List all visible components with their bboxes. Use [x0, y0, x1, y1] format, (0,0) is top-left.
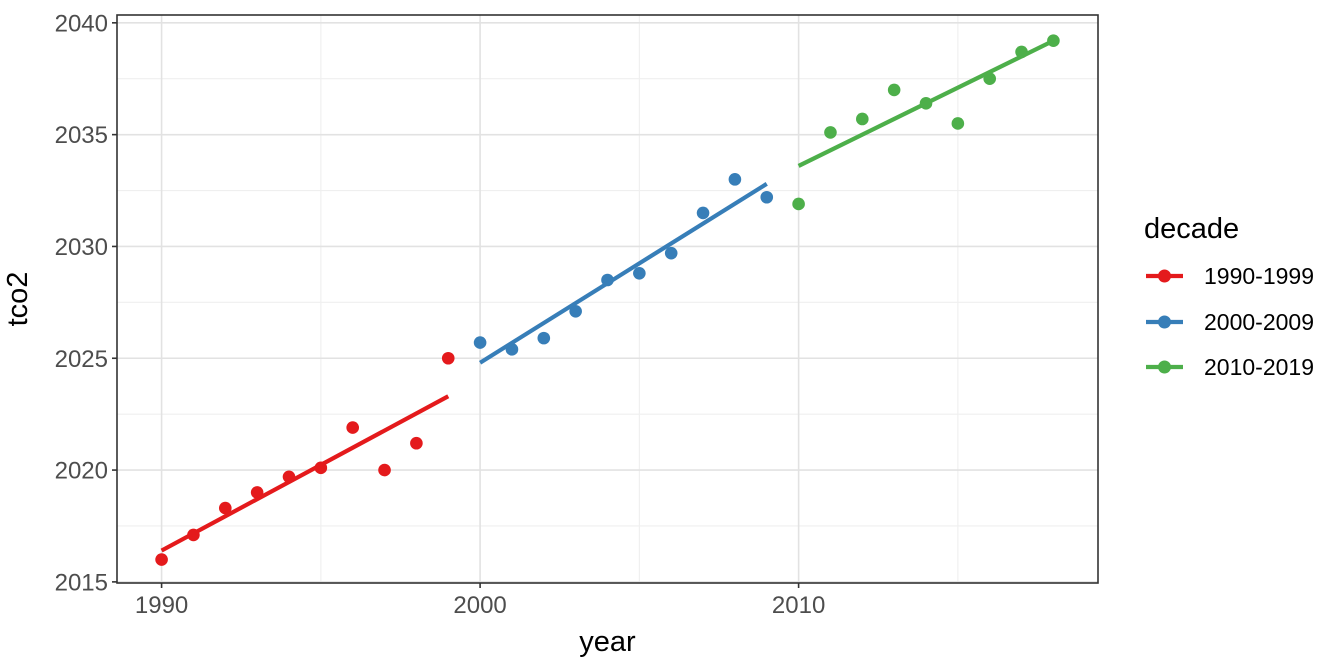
x-tick-label: 2010 [772, 592, 825, 619]
y-axis [112, 22, 117, 583]
series-points-2000-2009 [473, 173, 774, 356]
y-tick-label: 2015 [55, 569, 108, 596]
data-point [155, 553, 168, 566]
x-axis-title: year [579, 626, 636, 658]
data-point [410, 436, 423, 450]
legend-key-dot [1158, 269, 1171, 283]
data-point [728, 173, 742, 186]
data-point [664, 246, 678, 260]
data-point [569, 304, 582, 318]
x-tick-label: 2000 [453, 592, 506, 619]
data-point [537, 331, 551, 345]
data-point [473, 336, 487, 349]
legend-item-2010-2019 [1146, 360, 1183, 374]
legend-title: decade [1144, 213, 1239, 245]
data-point [346, 421, 359, 434]
legend-item-2000-2009 [1146, 315, 1183, 329]
legend-key-dot [1158, 315, 1171, 329]
trend-line-1990-1999 [160, 394, 450, 553]
data-point [856, 112, 869, 126]
panel-border [116, 14, 1099, 584]
data-point [951, 117, 965, 130]
legend-item-label: 1990-1999 [1204, 263, 1314, 289]
data-point [696, 206, 710, 220]
trend-line-2010-2019 [797, 38, 1055, 168]
legend-key-dot [1158, 360, 1171, 374]
data-point [887, 83, 901, 97]
data-point [441, 351, 455, 365]
y-tick-label: 2025 [55, 346, 108, 373]
legend-item-label: 2010-2019 [1204, 354, 1314, 380]
minor-gridlines [117, 15, 1098, 583]
y-tick-label: 2020 [55, 458, 108, 485]
data-point [792, 197, 805, 211]
legend-item-label: 2000-2009 [1204, 309, 1314, 335]
legend [1146, 269, 1183, 374]
y-tick-label: 2040 [55, 10, 108, 37]
legend-item-1990-1999 [1146, 269, 1183, 283]
x-axis [160, 583, 800, 588]
data-point [633, 266, 646, 280]
data-point [824, 126, 837, 139]
y-tick-label: 2035 [55, 122, 108, 149]
y-tick-label: 2030 [55, 234, 108, 261]
data-point [378, 463, 391, 477]
data-point [760, 190, 774, 204]
trend-line-2000-2009 [478, 182, 768, 365]
major-gridlines [117, 15, 1098, 583]
x-tick-label: 1990 [135, 592, 188, 619]
y-axis-title: tco2 [2, 272, 34, 327]
plot-panel [117, 15, 1098, 583]
data-point [218, 501, 232, 515]
